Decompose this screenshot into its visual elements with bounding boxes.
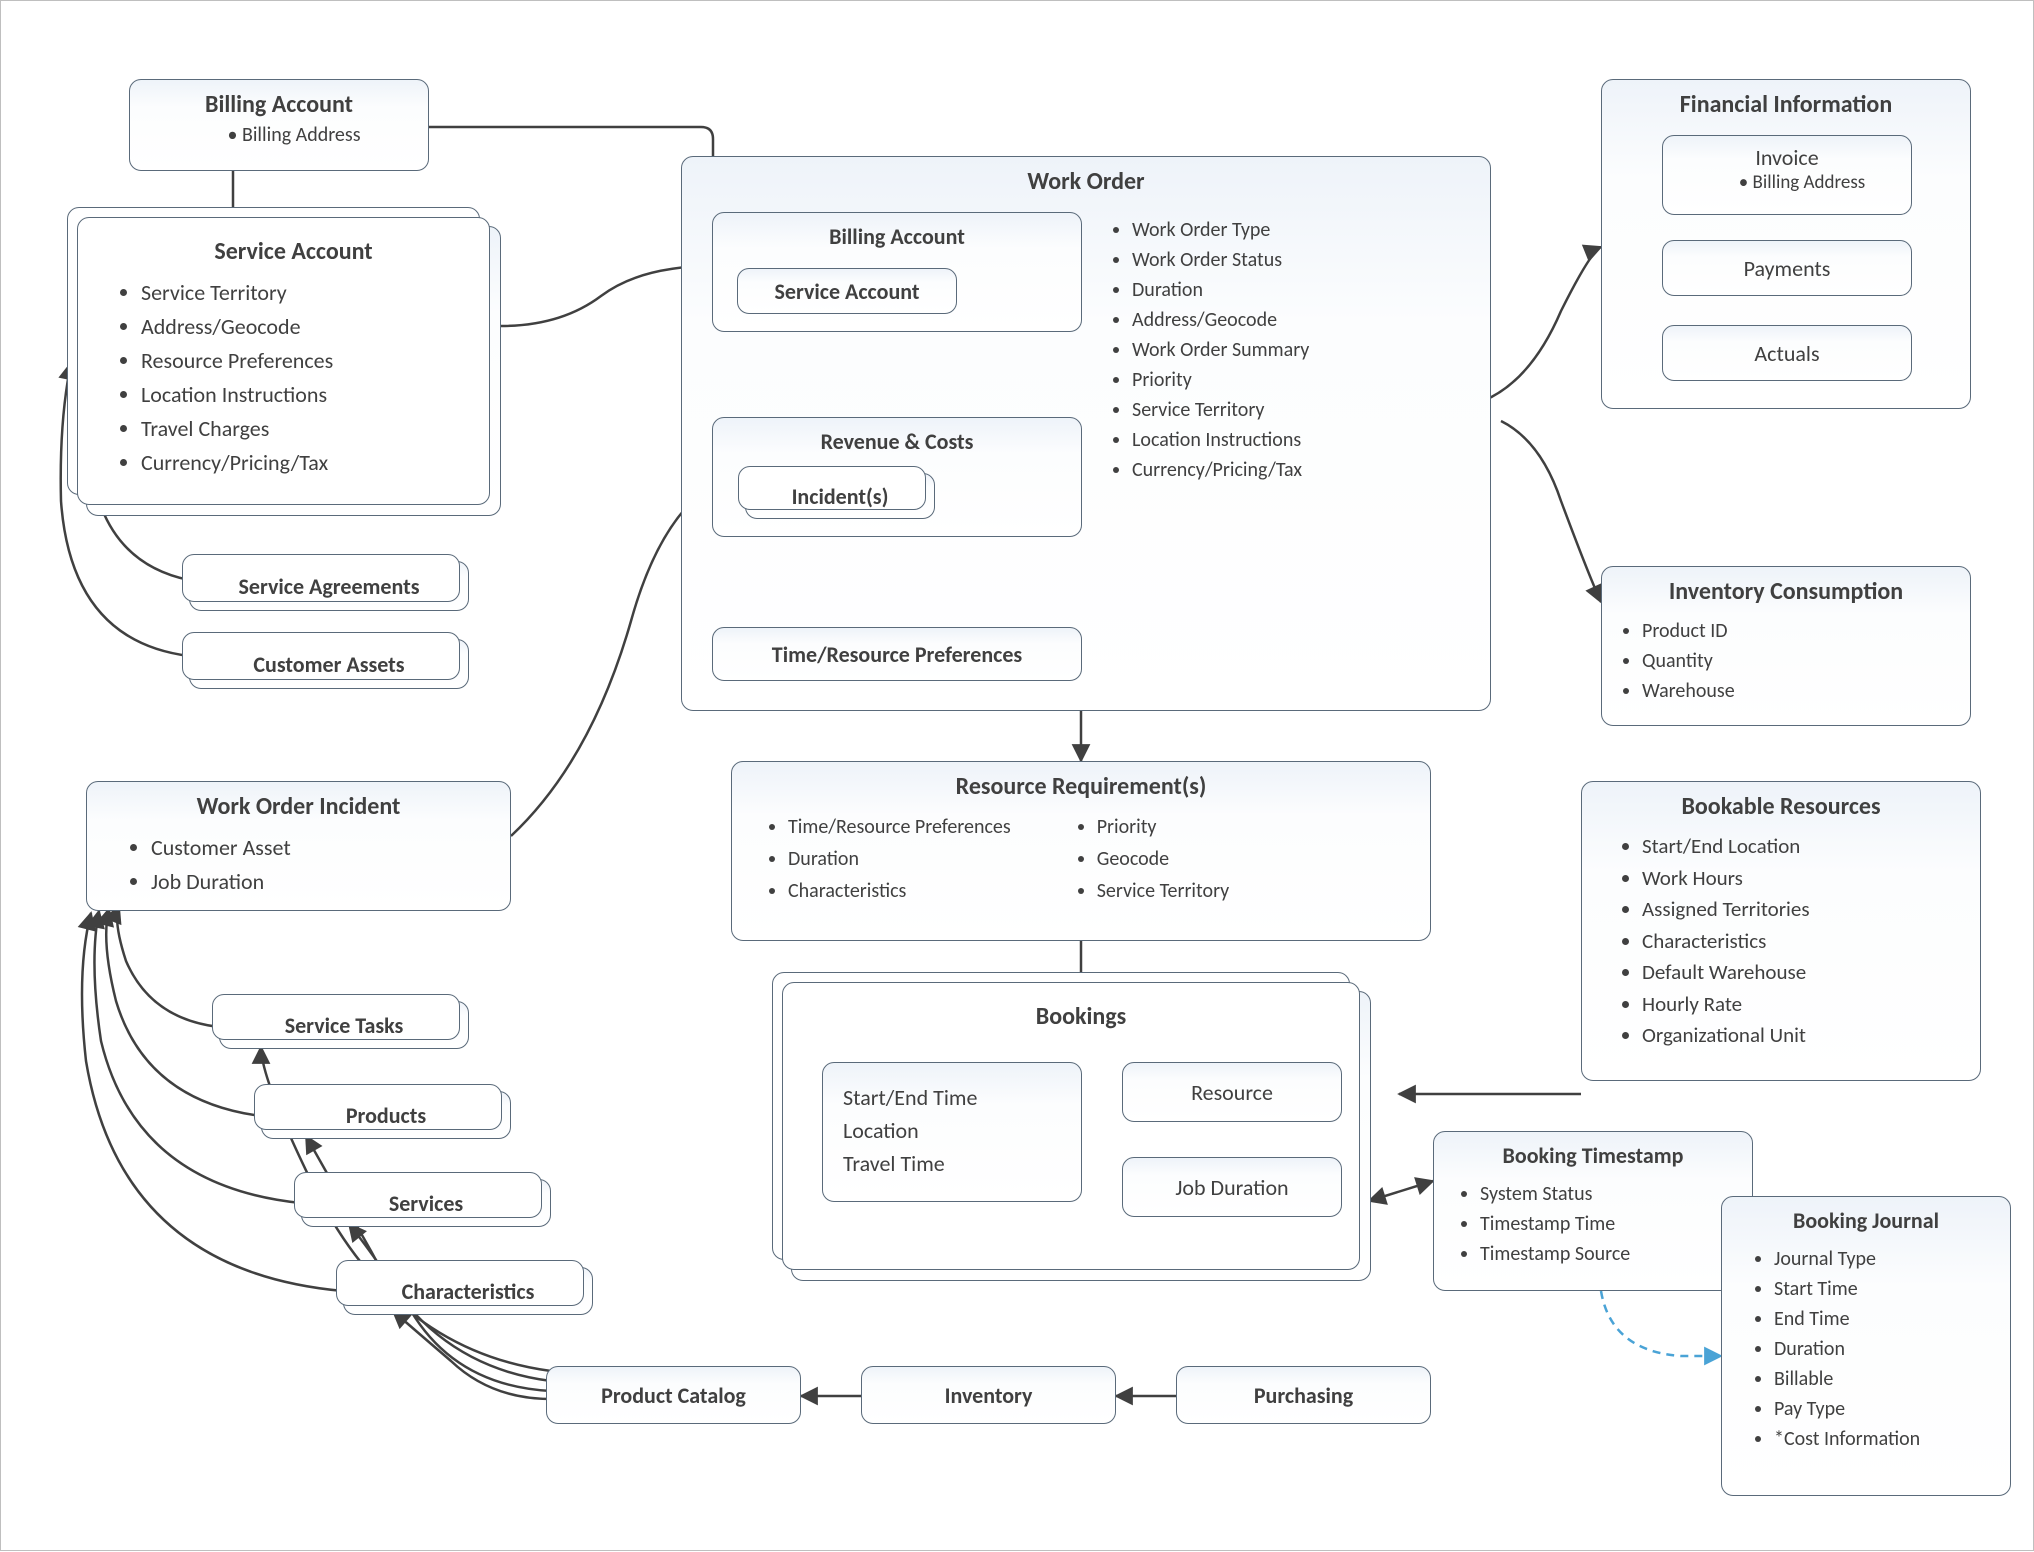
node-work-order: Work Order Billing Account Service Accou… xyxy=(681,156,1491,711)
edge xyxy=(1601,1291,1721,1356)
item: Billing Address xyxy=(1663,171,1911,194)
edge xyxy=(393,1311,551,1399)
edge xyxy=(1501,421,1601,602)
text: Start/End Time Location Travel Time xyxy=(823,1063,1081,1198)
label: Time/Resource Preferences xyxy=(713,628,1081,680)
item: Billing Address xyxy=(130,123,428,147)
node-service-account: Service Account Service Territory Addres… xyxy=(86,226,501,516)
title: Products xyxy=(262,1092,510,1138)
title: Resource Requirement(s) xyxy=(732,762,1430,805)
title: Services xyxy=(302,1180,550,1226)
title: Booking Journal xyxy=(1722,1197,2010,1238)
node-booking-timestamp: Booking Timestamp System Status Timestam… xyxy=(1433,1131,1753,1291)
node-inventory-consumption: Inventory Consumption Product ID Quantit… xyxy=(1601,566,1971,726)
items: Service Territory Address/Geocode Resour… xyxy=(87,276,500,481)
edge xyxy=(511,493,701,836)
title: Bookable Resources xyxy=(1582,782,1980,825)
title: Billing Account xyxy=(130,80,428,123)
node-bookings: Bookings Start/End Time Location Travel … xyxy=(791,991,1371,1281)
node-financial-info: Financial Information Invoice Billing Ad… xyxy=(1601,79,1971,409)
items: System Status Timestamp Time Timestamp S… xyxy=(1434,1179,1752,1269)
title: Service Tasks xyxy=(220,1002,468,1048)
title: Booking Timestamp xyxy=(1434,1132,1752,1173)
edge xyxy=(1369,1181,1433,1201)
node-resource-req: Resource Requirement(s) Time/Resource Pr… xyxy=(731,761,1431,941)
wo-attributes: Work Order Type Work Order Status Durati… xyxy=(1102,215,1512,485)
title: Work Order Incident xyxy=(87,782,510,825)
title: Product Catalog xyxy=(547,1367,800,1423)
node-customer-assets: Customer Assets xyxy=(189,639,469,689)
label: Actuals xyxy=(1663,326,1911,380)
node-purchasing: Purchasing xyxy=(1176,1366,1431,1424)
wo-service-account: Service Account xyxy=(737,268,957,314)
label: Incident(s) xyxy=(746,474,934,518)
node-booking-journal: Booking Journal Journal Type Start Time … xyxy=(1721,1196,2011,1496)
diagram-canvas: Billing Account Billing Address Service … xyxy=(0,0,2034,1551)
node-service-agreements: Service Agreements xyxy=(189,561,469,611)
label: Revenue & Costs xyxy=(713,418,1081,459)
fi-payments: Payments xyxy=(1662,240,1912,296)
node-service-tasks: Service Tasks xyxy=(219,1001,469,1049)
node-services: Services xyxy=(301,1179,551,1227)
node-work-order-incident: Work Order Incident Customer Asset Job D… xyxy=(86,781,511,911)
title: Service Agreements xyxy=(190,562,468,610)
fi-actuals: Actuals xyxy=(1662,325,1912,381)
cols: Time/Resource Preferences Duration Chara… xyxy=(732,805,1430,919)
label: Billing Account xyxy=(713,213,1081,254)
label: Invoice xyxy=(1663,136,1911,171)
node-bookable-resources: Bookable Resources Start/End Location Wo… xyxy=(1581,781,1981,1081)
items: Start/End Location Work Hours Assigned T… xyxy=(1582,831,1980,1052)
wo-incidents: Incident(s) xyxy=(745,473,935,519)
fi-invoice: Invoice Billing Address xyxy=(1662,135,1912,215)
title: Financial Information xyxy=(1602,80,1970,123)
node-product-catalog: Product Catalog xyxy=(546,1366,801,1424)
title: Purchasing xyxy=(1177,1367,1430,1423)
wo-time-resource: Time/Resource Preferences xyxy=(712,627,1082,681)
bk-startend: Start/End Time Location Travel Time xyxy=(822,1062,1082,1202)
label: Resource xyxy=(1123,1063,1341,1121)
wo-billing-account: Billing Account Service Account xyxy=(712,212,1082,332)
node-inventory: Inventory xyxy=(861,1366,1116,1424)
items: Customer Asset Job Duration xyxy=(87,831,510,899)
bk-resource: Resource xyxy=(1122,1062,1342,1122)
title: Inventory xyxy=(862,1367,1115,1423)
node-billing-account: Billing Account Billing Address xyxy=(129,79,429,171)
title: Bookings xyxy=(792,992,1370,1035)
label: Job Duration xyxy=(1123,1158,1341,1216)
node-characteristics: Characteristics xyxy=(343,1267,593,1315)
label: Service Account xyxy=(738,269,956,313)
edge xyxy=(117,906,219,1027)
title: Characteristics xyxy=(344,1268,592,1314)
title: Customer Assets xyxy=(190,640,468,688)
edge xyxy=(94,911,301,1203)
wo-revenue-costs: Revenue & Costs Incident(s) xyxy=(712,417,1082,537)
node-products: Products xyxy=(261,1091,511,1139)
items: Product ID Quantity Warehouse xyxy=(1602,616,1970,706)
title: Service Account xyxy=(87,227,500,270)
edge xyxy=(429,127,713,211)
title: Inventory Consumption xyxy=(1602,567,1970,610)
items: Journal Type Start Time End Time Duratio… xyxy=(1722,1244,2010,1454)
bk-job-duration: Job Duration xyxy=(1122,1157,1342,1217)
label: Payments xyxy=(1663,241,1911,295)
title: Work Order xyxy=(682,157,1490,196)
